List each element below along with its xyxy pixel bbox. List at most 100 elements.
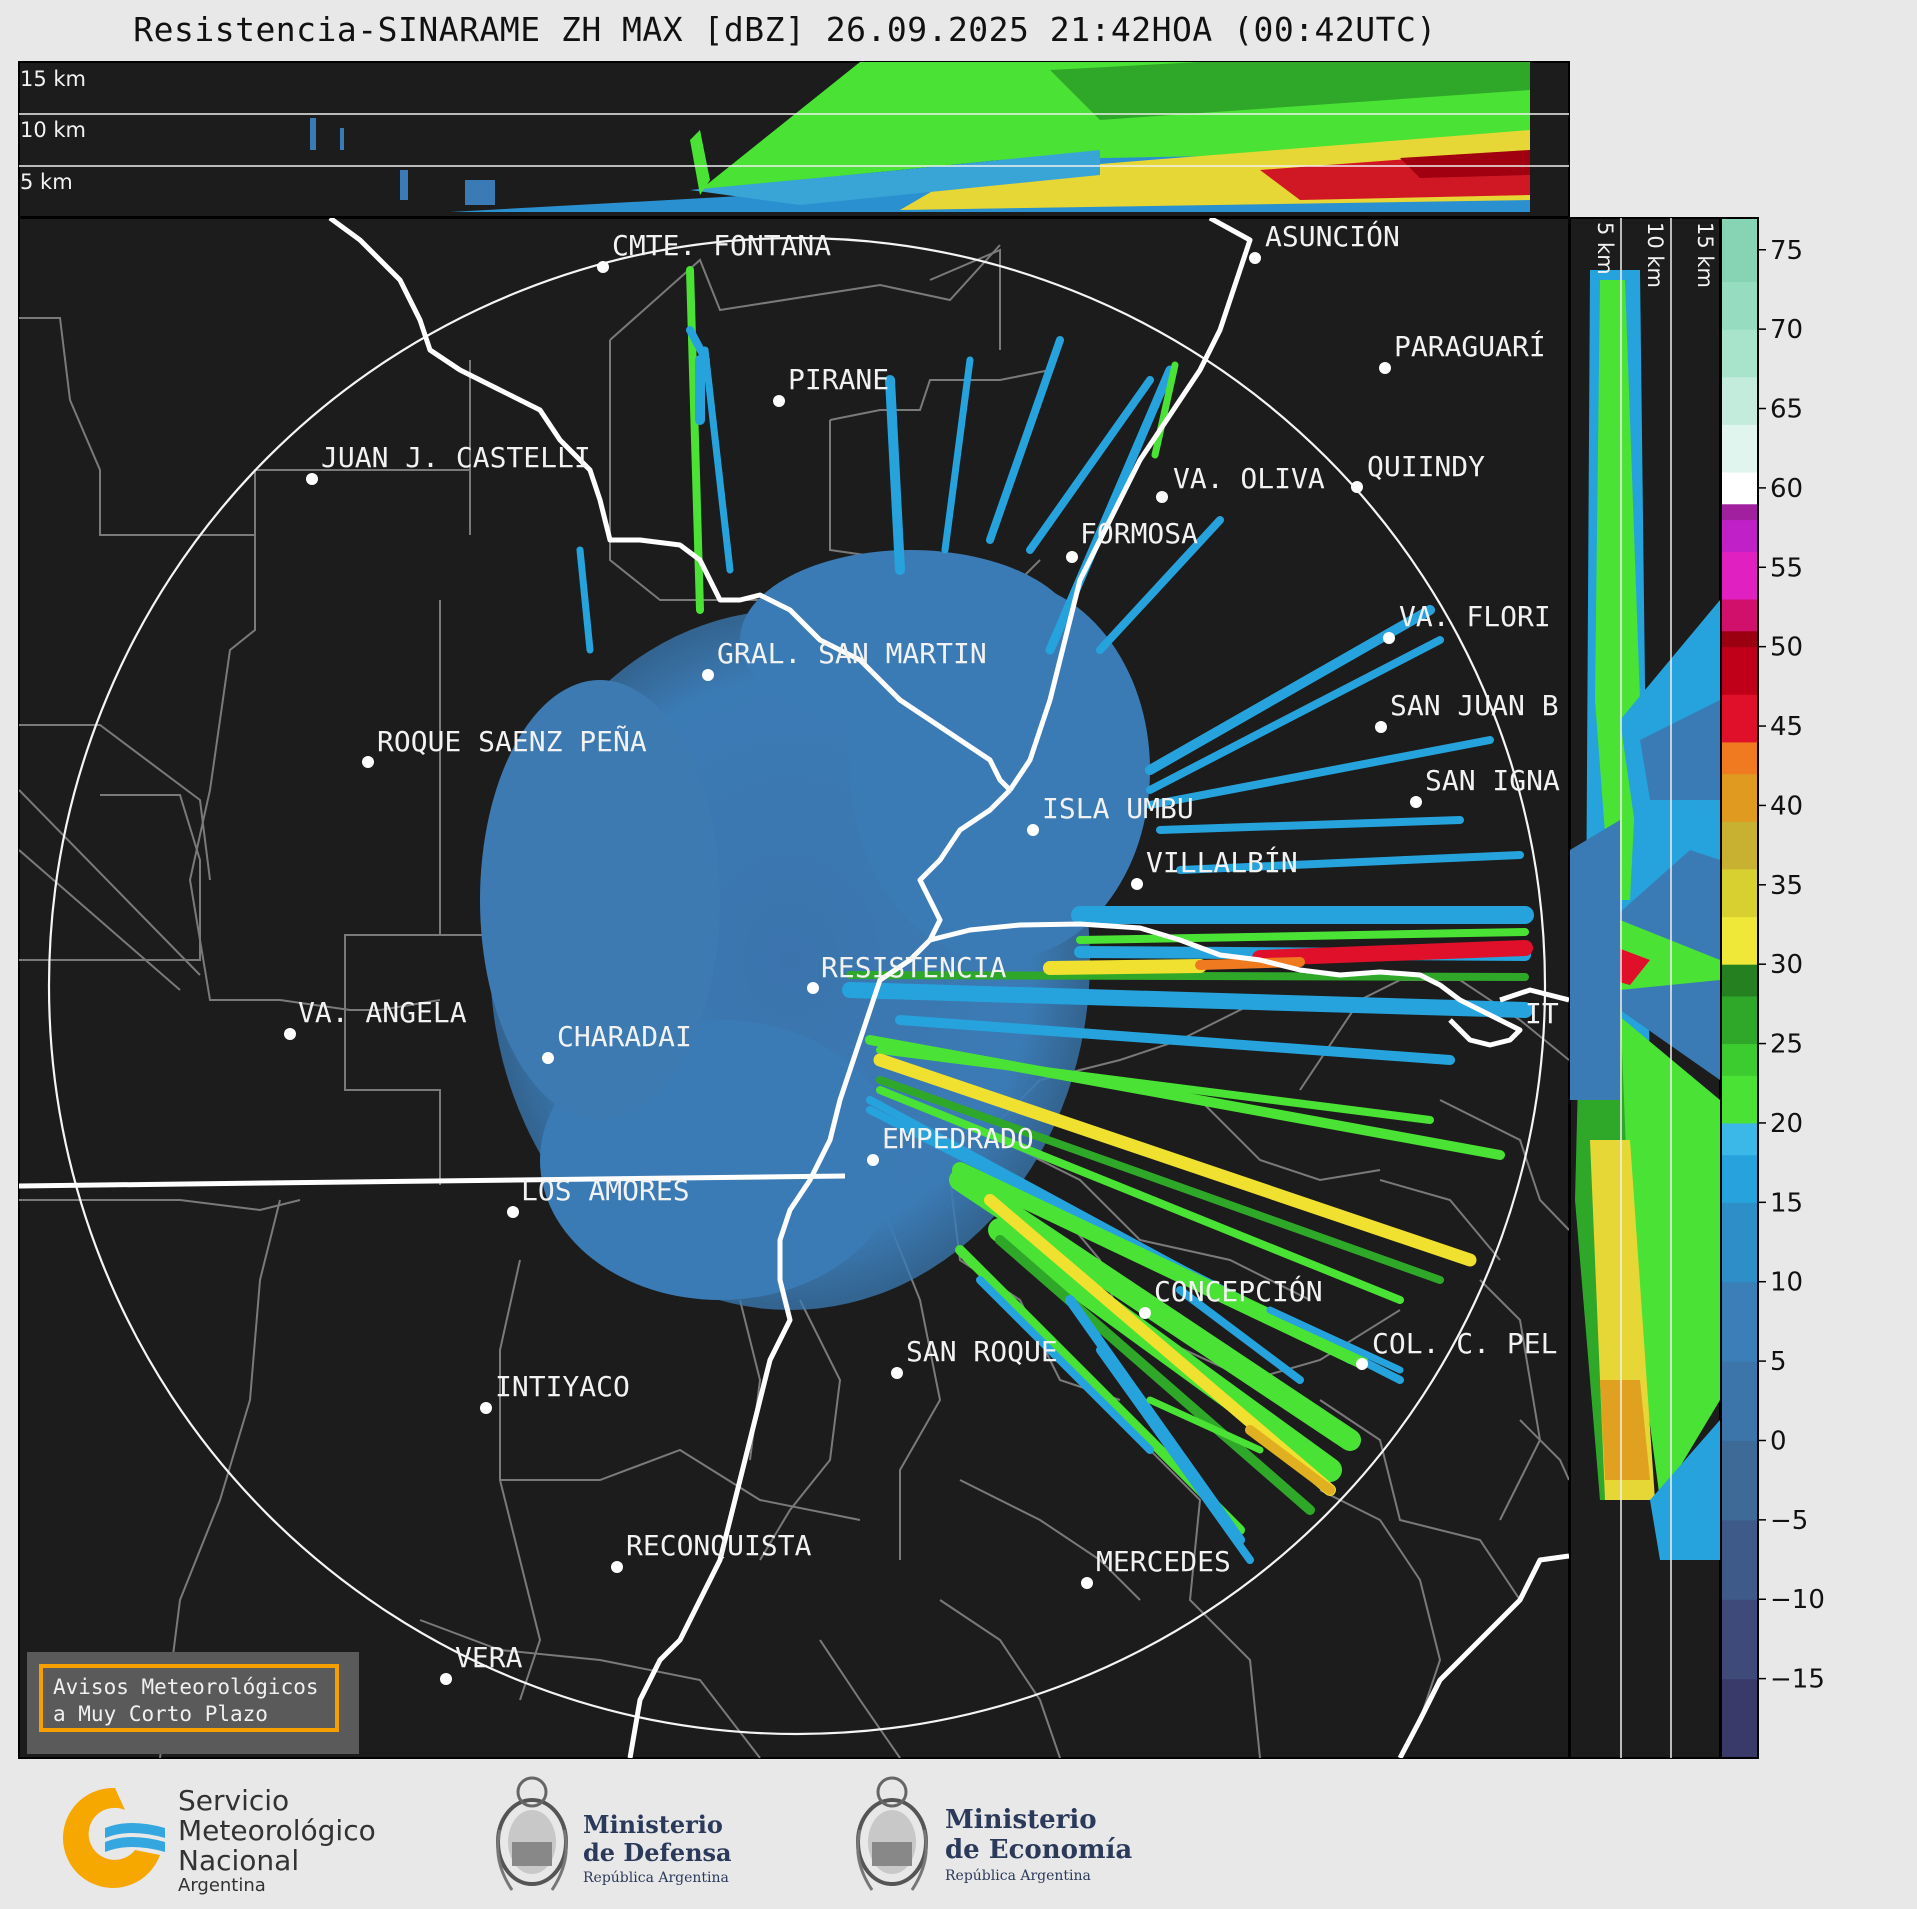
defensa-line-1: Ministerio (583, 1810, 723, 1839)
side-height-label-5km: 5 km (1593, 222, 1617, 275)
marker-juan-j-castelli (306, 473, 318, 485)
colorbar-tick-label: −15 (1770, 1665, 1825, 1695)
top-vertical-profile-panel: 15 km 10 km 5 km (18, 61, 1570, 218)
colorbar-block (1721, 1440, 1758, 1521)
colorbar-tick-label: 40 (1770, 791, 1803, 821)
marker-col-c-pel (1356, 1358, 1368, 1370)
economia-line-2: de Economía (945, 1835, 1133, 1865)
colorbar-block (1721, 630, 1758, 648)
marker-va-angela (284, 1028, 296, 1040)
colorbar-block (1721, 1154, 1758, 1203)
marker-isla-umbu (1027, 824, 1039, 836)
colorbar-tick-label: 55 (1770, 553, 1803, 583)
smn-logo-icon (62, 1787, 165, 1888)
colorbar-block (1721, 1202, 1758, 1283)
colorbar-tick-label: 75 (1770, 236, 1803, 266)
map-title: Resistencia-SINARAME ZH MAX [dBZ] 26.09.… (133, 10, 1437, 49)
city-label-ituzaingo: IT (1525, 997, 1559, 1030)
city-label-col-c-pel: COL. C. PEL (1372, 1327, 1557, 1360)
colorbar-block (1721, 995, 1758, 1045)
aviso-line-2: a Muy Corto Plazo (53, 1702, 268, 1726)
marker-empedrado (867, 1154, 879, 1166)
economia-line-1: Ministerio (945, 1805, 1097, 1835)
colorbar-block (1721, 694, 1758, 743)
marker-paraguari (1379, 362, 1391, 374)
marker-va-florida (1383, 632, 1395, 644)
colorbar-tick-label: 20 (1770, 1109, 1803, 1139)
colorbar-tick-label: 70 (1770, 315, 1803, 345)
marker-san-ignacio (1410, 796, 1422, 808)
top-height-label-15km: 15 km (20, 67, 86, 91)
smn-line-2: Meteorológico (178, 1814, 376, 1847)
marker-asuncion (1249, 252, 1261, 264)
colorbar-tick-label: 15 (1770, 1188, 1803, 1218)
marker-gral-san-martin (702, 669, 714, 681)
colorbar-block (1721, 281, 1758, 330)
colorbar-block (1721, 329, 1758, 378)
colorbar-block (1721, 1678, 1758, 1759)
marker-vera (440, 1673, 452, 1685)
city-label-san-ignacio: SAN IGNA (1425, 764, 1560, 797)
marker-charadai (542, 1052, 554, 1064)
colorbar-tick-label: 35 (1770, 871, 1803, 901)
colorbar-block (1721, 964, 1758, 997)
marker-los-amores (507, 1206, 519, 1218)
colorbar-tick-label: 0 (1770, 1426, 1787, 1456)
defensa-seal-icon (496, 1776, 568, 1891)
city-label-va-florida: VA. FLORI (1399, 600, 1551, 633)
colorbar-tick-label: 5 (1770, 1347, 1787, 1377)
city-markers (284, 252, 1422, 1685)
aviso-line-1: Avisos Meteorológicos (53, 1675, 319, 1699)
colorbar-block (1721, 821, 1758, 870)
smn-line-3: Nacional (178, 1844, 300, 1877)
colorbar-block (1721, 1599, 1758, 1680)
colorbar-tick-label: −10 (1770, 1585, 1825, 1615)
colorbar-tick-label: 60 (1770, 474, 1803, 504)
city-label-va-oliva: VA. OLIVA (1173, 462, 1325, 495)
marker-san-roque (891, 1367, 903, 1379)
city-label-pirane: PIRANE (788, 363, 889, 396)
colorbar-block (1721, 519, 1758, 552)
colorbar-tick-label: 45 (1770, 712, 1803, 742)
city-label-asuncion: ASUNCIÓN (1265, 219, 1400, 253)
colorbar-tick-label: 50 (1770, 633, 1803, 663)
country-borders (19, 218, 1569, 1758)
city-label-juan-j-castelli: JUAN J. CASTELLI (321, 441, 591, 474)
city-label-reconquista: RECONQUISTA (626, 1529, 812, 1562)
colorbar-block (1721, 503, 1758, 521)
colorbar-block (1721, 646, 1758, 695)
city-label-mercedes: MERCEDES (1096, 1545, 1231, 1578)
top-height-label-5km: 5 km (20, 170, 73, 194)
marker-cmte-fontana (597, 261, 609, 273)
colorbar-tick-label: 10 (1770, 1268, 1803, 1298)
city-label-san-roque: SAN ROQUE (906, 1335, 1058, 1368)
city-label-roque-saenz-pena: ROQUE SAENZ PEÑA (377, 724, 647, 758)
marker-reconquista (611, 1561, 623, 1573)
colorbar-block (1721, 599, 1758, 632)
city-label-isla-umbu: ISLA UMBU (1042, 792, 1194, 825)
city-label-gral-san-martin: GRAL. SAN MARTIN (717, 637, 987, 670)
radar-figure: 15 km 10 km 5 km (18, 61, 1825, 1759)
colorbar-block (1721, 1122, 1758, 1156)
colorbar-block (1721, 1043, 1758, 1076)
city-label-san-juan-b: SAN JUAN B (1390, 689, 1559, 722)
colorbar-block (1721, 376, 1758, 425)
colorbar-tick-label: 65 (1770, 395, 1803, 425)
city-label-villalbin: VILLALBÍN (1146, 845, 1298, 879)
colorbar-block (1721, 218, 1758, 283)
city-label-empedrado: EMPEDRADO (882, 1122, 1034, 1155)
range-ring (47, 236, 1547, 1736)
colorbar-block (1721, 773, 1758, 822)
smn-line-1: Servicio (178, 1784, 290, 1817)
marker-concepcion (1139, 1307, 1151, 1319)
colorbar-block (1721, 1519, 1758, 1600)
marker-roque-saenz-pena (362, 756, 374, 768)
city-labels: CMTE. FONTANA ASUNCIÓN PARAGUARÍ PIRANE … (298, 219, 1560, 1674)
colorbar-block (1721, 1361, 1758, 1441)
city-label-charadai: CHARADAI (557, 1020, 692, 1053)
main-radar-map: CMTE. FONTANA ASUNCIÓN PARAGUARÍ PIRANE … (18, 217, 1570, 1759)
city-label-concepcion: CONCEPCIÓN (1154, 1274, 1323, 1308)
aviso-box: Avisos Meteorológicos a Muy Corto Plazo (27, 1652, 359, 1754)
colorbar-block (1721, 551, 1758, 600)
